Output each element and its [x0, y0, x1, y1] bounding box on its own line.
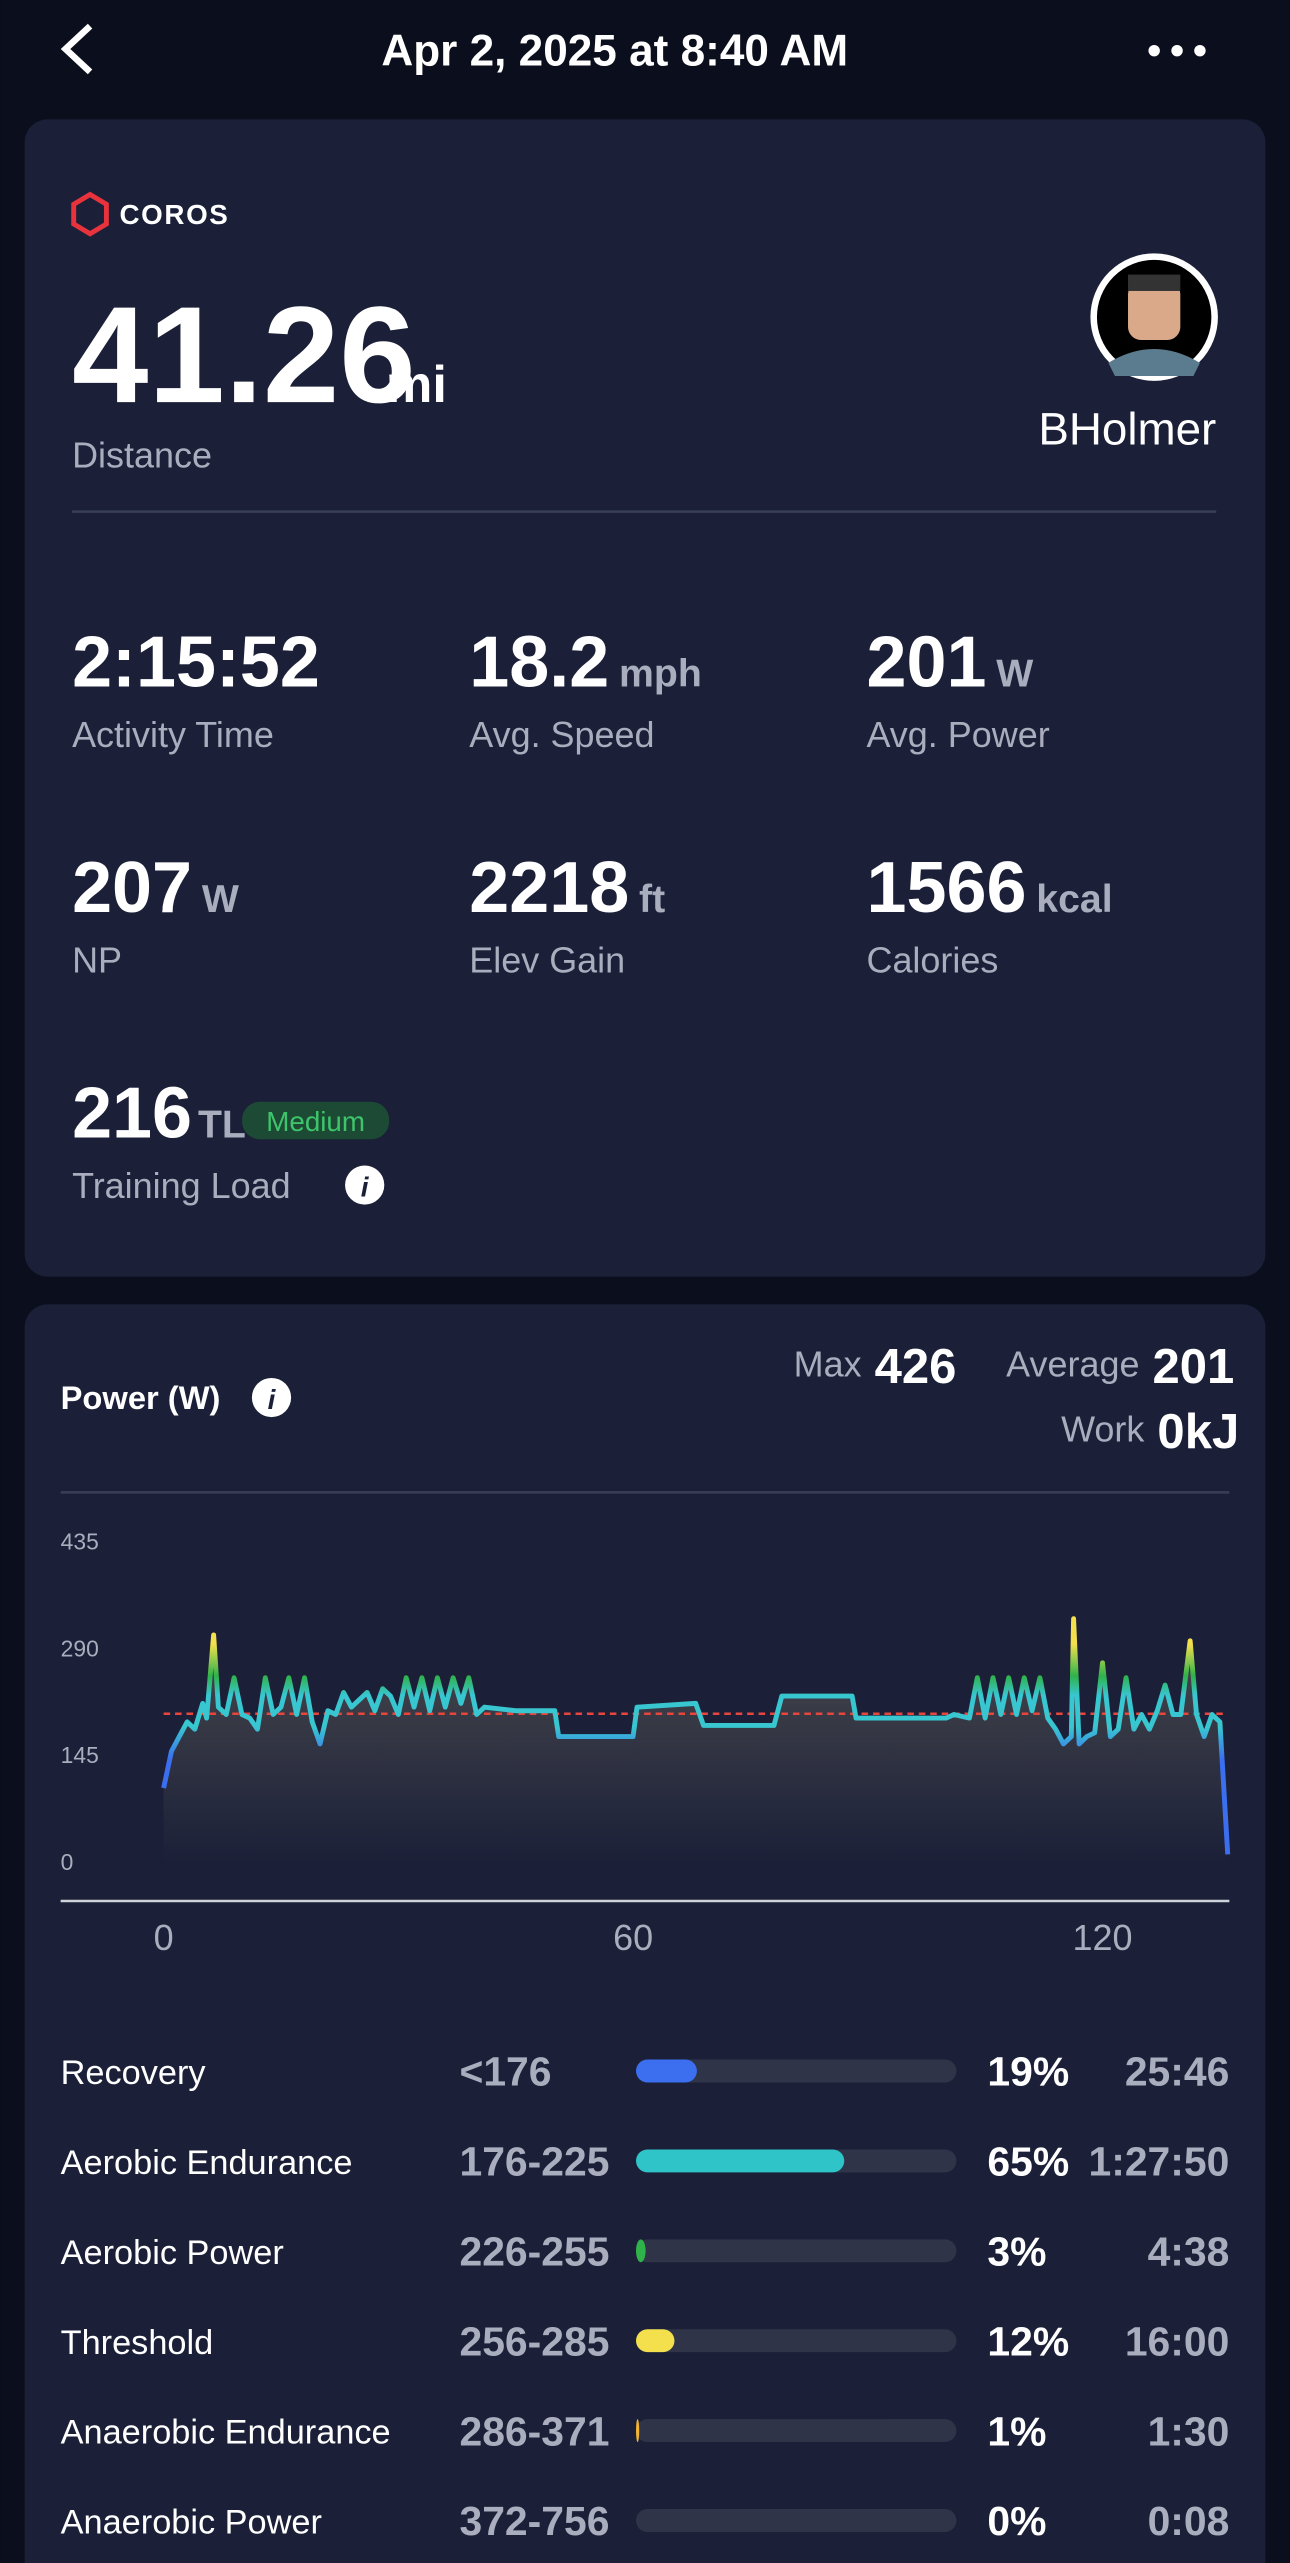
zone-range: 286-371	[459, 2408, 609, 2454]
zone-track	[636, 2419, 957, 2443]
zone-time: 0:08	[1148, 2498, 1230, 2544]
load-value: 216	[72, 1074, 192, 1154]
stat-label: NP	[72, 940, 122, 981]
stat-value: 18.2	[469, 623, 609, 703]
load-badge	[242, 1101, 390, 1140]
power-line	[161, 1616, 1231, 1855]
zone-name: Aerobic Power	[61, 2234, 284, 2272]
area	[163, 1618, 1228, 1862]
zone-bar	[636, 2239, 646, 2263]
zone-range: 226-255	[459, 2229, 609, 2275]
zone-bar	[636, 2329, 675, 2353]
zone-track	[636, 2059, 957, 2083]
info-icon[interactable]: i	[345, 1165, 385, 1205]
zone-track	[636, 2329, 957, 2353]
stat-label: Avg. Speed	[469, 714, 654, 755]
y-tick-label: 145	[61, 1742, 99, 1768]
header-title: Apr 2, 2025 at 8:40 AM	[381, 26, 848, 75]
zone-track	[636, 2509, 957, 2532]
average-value: 201	[1153, 1340, 1235, 1394]
stat-label: Avg. Power	[866, 714, 1049, 755]
work-value: 0kJ	[1157, 1405, 1239, 1459]
work-label: Work	[1061, 1409, 1145, 1450]
x-tick-label: 0	[154, 1917, 174, 1958]
load-badge-text: Medium	[266, 1106, 365, 1137]
brand-name: COROS	[119, 199, 229, 230]
avatar[interactable]	[1090, 253, 1218, 381]
zone-track	[636, 2239, 957, 2263]
zone-bar	[636, 2149, 845, 2173]
info-icon[interactable]: i	[251, 1377, 292, 1418]
stat-unit: ft	[639, 877, 665, 921]
zone-percent: 1%	[987, 2408, 1046, 2454]
zone-range: 256-285	[459, 2318, 609, 2364]
zone-bar	[636, 2419, 640, 2443]
stat-value: 2218	[469, 848, 629, 928]
zone-range: 372-756	[459, 2498, 609, 2544]
stat-label: Calories	[866, 940, 998, 981]
svg-text:i: i	[268, 1384, 277, 1415]
distance-unit: mi	[386, 356, 447, 414]
zone-time: 1:27:50	[1089, 2139, 1230, 2185]
zone-percent: 3%	[987, 2229, 1046, 2275]
zone-range: <176	[459, 2049, 551, 2095]
distance-label: Distance	[72, 434, 212, 475]
max-value: 426	[875, 1340, 957, 1394]
stat-value: 201	[866, 623, 986, 703]
distance-value: 41.26	[72, 279, 416, 432]
back-button[interactable]	[60, 23, 93, 75]
summary-card	[24, 119, 1266, 1277]
svg-text:i: i	[361, 1172, 370, 1203]
zone-time: 25:46	[1125, 2049, 1230, 2095]
x-tick-label: 60	[613, 1917, 653, 1958]
power-title: Power (W)	[61, 1379, 221, 1416]
zone-percent: 19%	[987, 2049, 1069, 2095]
stat-value: 207	[72, 848, 192, 928]
stat-value: 1566	[866, 848, 1026, 928]
brand-logo	[71, 191, 109, 237]
load-label: Training Load	[72, 1165, 291, 1206]
y-tick-label: 0	[61, 1849, 74, 1875]
x-tick-label: 120	[1073, 1917, 1133, 1958]
max-label: Max	[794, 1343, 862, 1384]
user-name: BHolmer	[1038, 404, 1216, 455]
zone-percent: 0%	[987, 2498, 1046, 2544]
zone-percent: 12%	[987, 2318, 1069, 2364]
stat-unit: W	[202, 877, 239, 921]
stat-label: Elev Gain	[469, 940, 625, 981]
zone-name: Threshold	[61, 2324, 214, 2362]
y-tick-label: 290	[61, 1635, 99, 1661]
zone-name: Recovery	[61, 2054, 207, 2092]
stat-unit: mph	[619, 652, 702, 696]
stat-label: Activity Time	[72, 714, 274, 755]
zone-percent: 65%	[987, 2139, 1069, 2185]
zone-bar	[636, 2059, 697, 2083]
zone-name: Anaerobic Power	[61, 2504, 322, 2542]
stat-unit: kcal	[1036, 877, 1112, 921]
stat-value: 2:15:52	[72, 623, 320, 703]
zone-time: 1:30	[1148, 2408, 1230, 2454]
zone-name: Anaerobic Endurance	[61, 2414, 391, 2452]
stat-unit: W	[996, 652, 1033, 696]
zone-name: Aerobic Endurance	[61, 2144, 353, 2182]
average-label: Average	[1006, 1343, 1139, 1384]
zone-time: 16:00	[1125, 2318, 1230, 2364]
zone-time: 4:38	[1148, 2229, 1230, 2275]
zone-range: 176-225	[459, 2139, 609, 2185]
more-button[interactable]	[1148, 44, 1206, 57]
y-tick-label: 435	[61, 1529, 99, 1555]
load-unit: TL	[198, 1103, 246, 1147]
